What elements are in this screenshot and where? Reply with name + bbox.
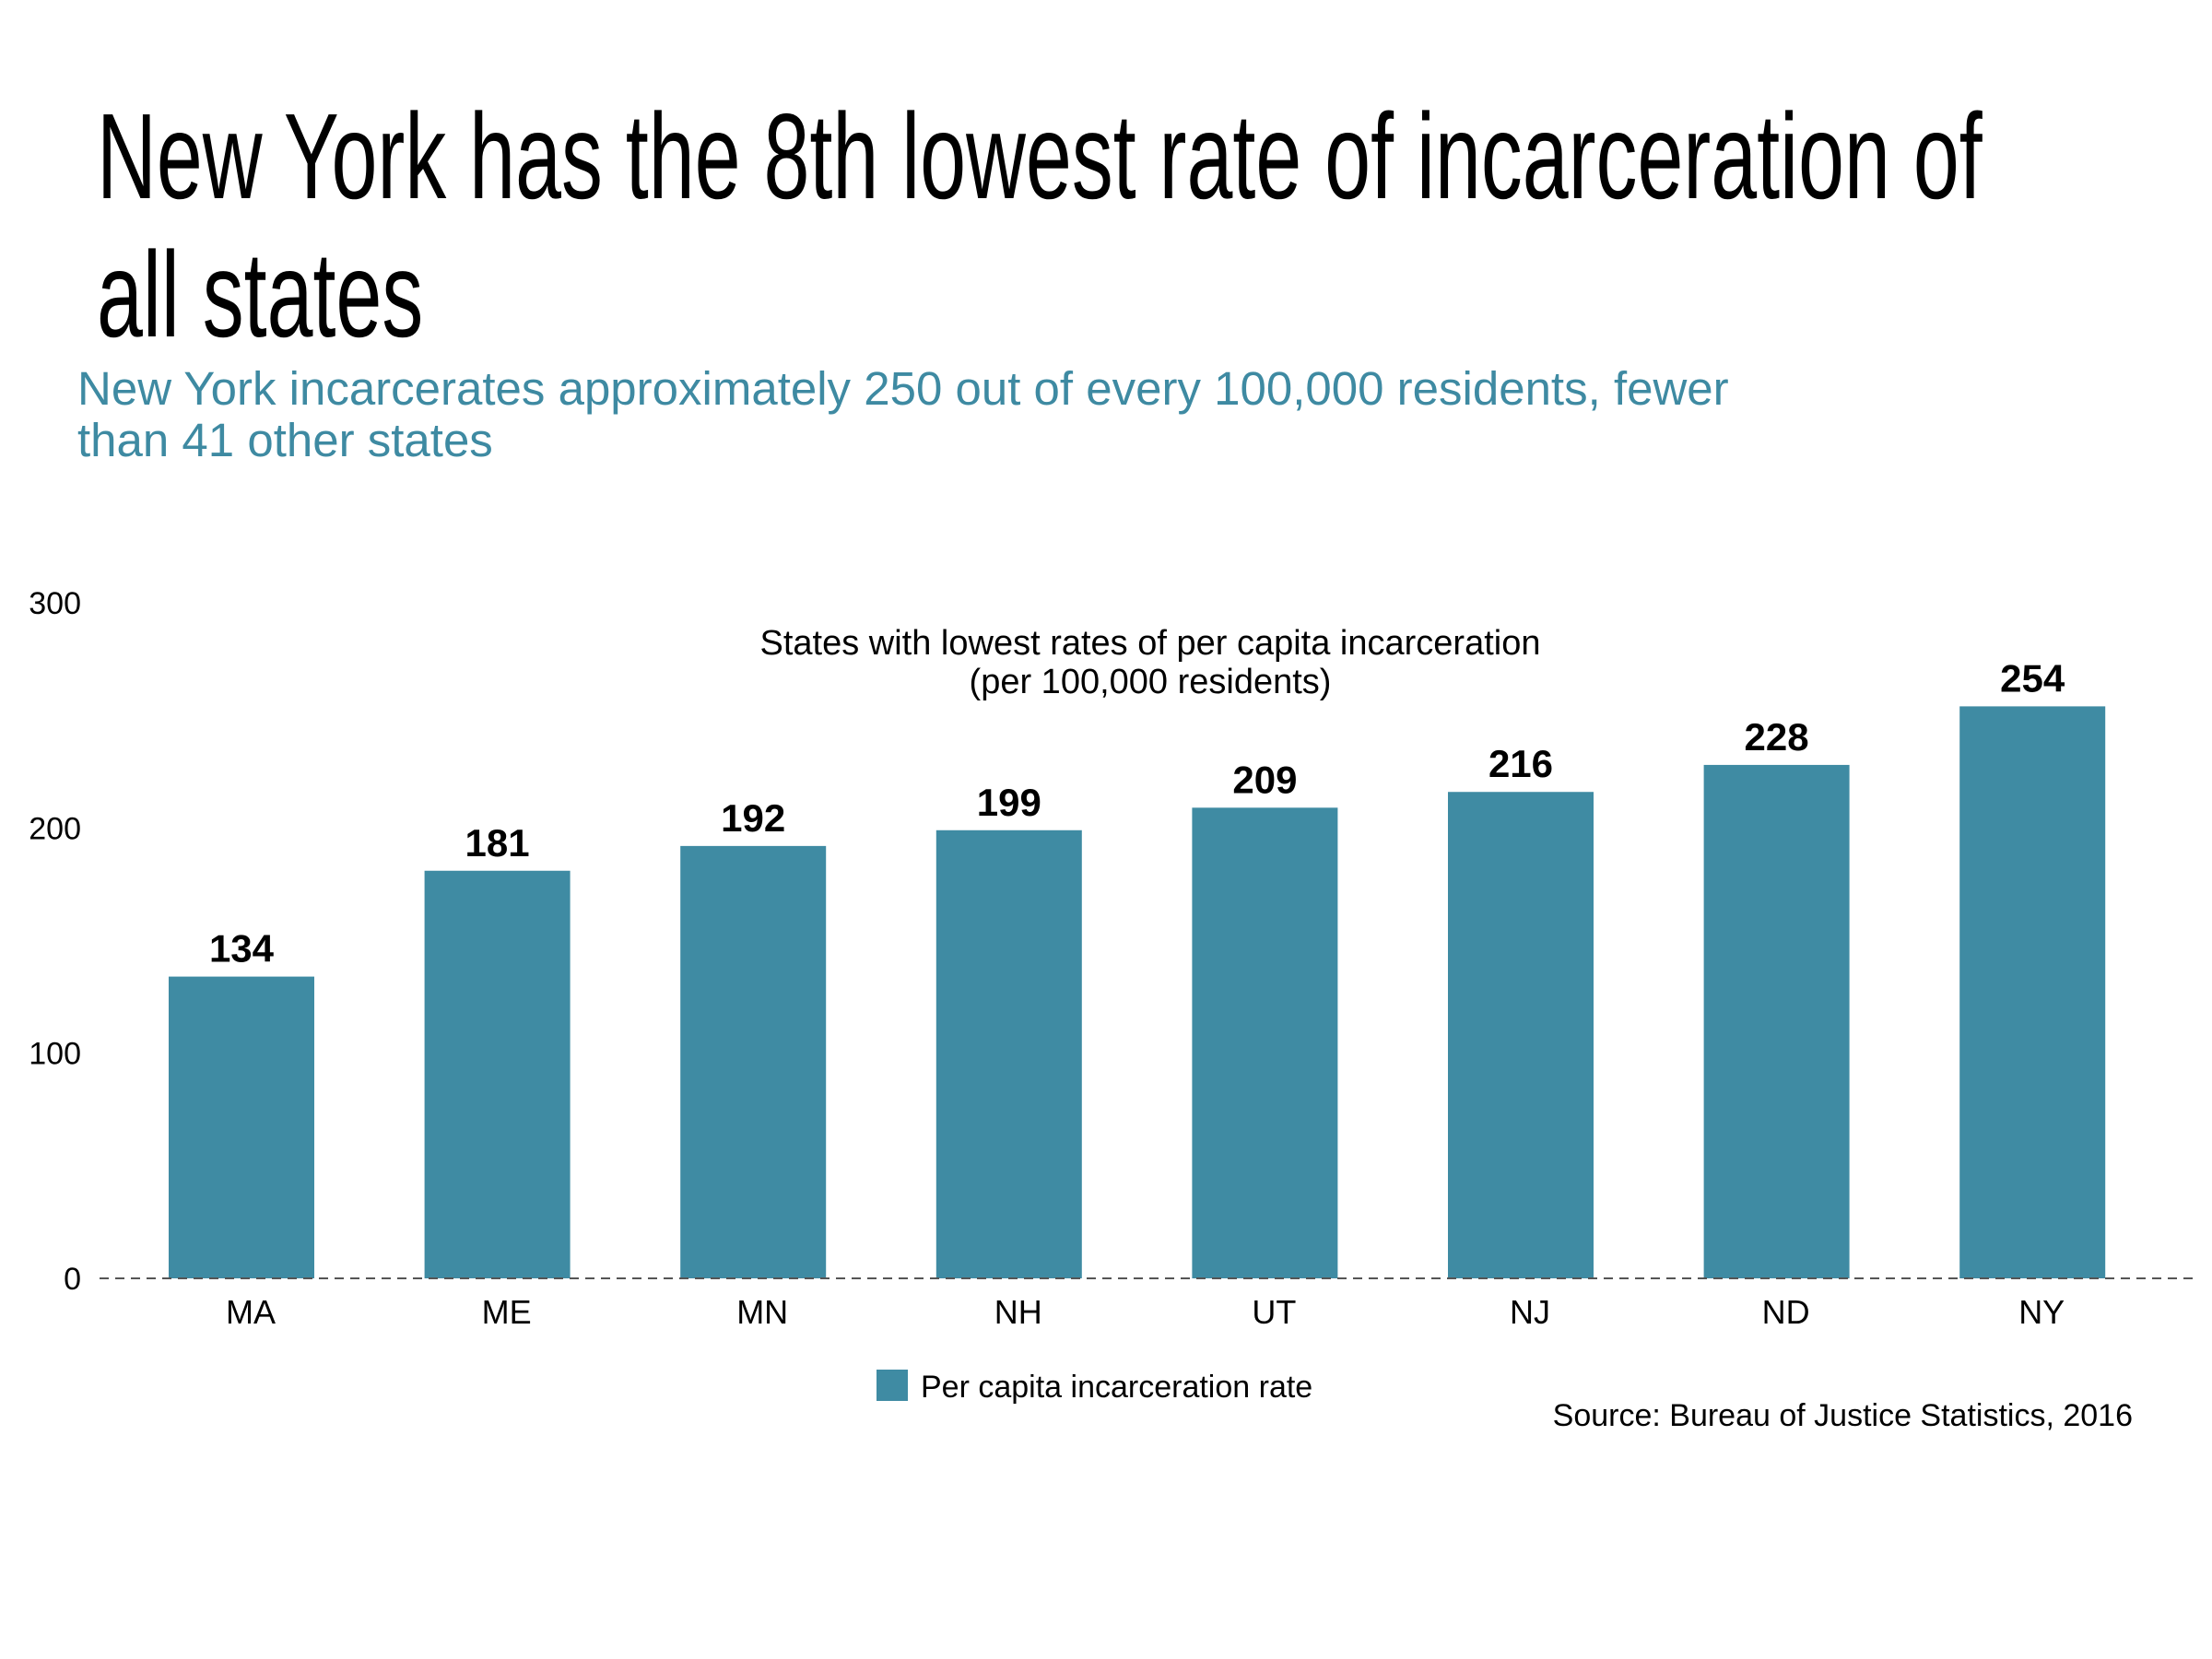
bar-nj [1448, 792, 1594, 1278]
x-tick-label-ny: NY [2018, 1293, 2065, 1331]
x-tick-label-ma: MA [226, 1293, 276, 1331]
legend: Per capita incarceration rate [877, 1370, 1312, 1405]
x-tick-label-nd: ND [1762, 1293, 1810, 1331]
x-tick-label-nj: NJ [1510, 1293, 1550, 1331]
x-tick-label-nh: NH [994, 1293, 1042, 1331]
legend-swatch [877, 1370, 908, 1401]
bar-value-labels: 134 181 192 199 209 216 228 254 [209, 656, 2065, 970]
chart-title-line-2: (per 100,000 residents) [970, 663, 1332, 701]
x-axis: MA ME MN NH UT NJ ND NY [100, 1277, 2198, 1331]
bar-mn [680, 845, 827, 1278]
bar-nd [1703, 764, 1850, 1278]
x-tick-label-ut: UT [1252, 1293, 1296, 1331]
x-tick-label-mn: MN [736, 1293, 788, 1331]
y-tick-label-300: 300 [29, 586, 81, 621]
bar-me [424, 870, 571, 1278]
bar-ny [1959, 706, 2106, 1278]
bar-ma [169, 976, 314, 1278]
x-tick-label-me: ME [482, 1293, 532, 1331]
bar-value-label-ut: 209 [1232, 758, 1297, 801]
bar-value-label-ma: 134 [209, 927, 275, 971]
legend-label: Per capita incarceration rate [921, 1370, 1312, 1405]
chart-title-line-1: States with lowest rates of per capita i… [760, 624, 1541, 663]
source-note: Source: Bureau of Justice Statistics, 20… [1552, 1398, 2133, 1433]
y-tick-label-100: 100 [29, 1037, 81, 1072]
y-axis: 0 100 200 300 [29, 586, 81, 1297]
y-tick-label-0: 0 [64, 1262, 81, 1297]
bar-value-label-nj: 216 [1488, 742, 1553, 785]
chart-title: States with lowest rates of per capita i… [760, 624, 1541, 701]
bar-ut [1192, 807, 1338, 1278]
bar-nh [935, 830, 1082, 1278]
headline-line-2: all states [97, 227, 424, 362]
bar-value-label-ny: 254 [2000, 656, 2065, 700]
bar-value-label-mn: 192 [721, 796, 785, 840]
subtitle: New York incarcerates approximately 250 … [77, 363, 1921, 466]
bars [169, 706, 2106, 1278]
bar-value-label-me: 181 [465, 821, 530, 865]
bar-value-label-nh: 199 [977, 781, 1041, 824]
subtitle-line-1: New York incarcerates approximately 250 … [77, 362, 1729, 415]
y-tick-label-200: 200 [29, 811, 81, 846]
subtitle-line-2: than 41 other states [77, 414, 493, 466]
bar-value-label-nd: 228 [1745, 715, 1809, 759]
